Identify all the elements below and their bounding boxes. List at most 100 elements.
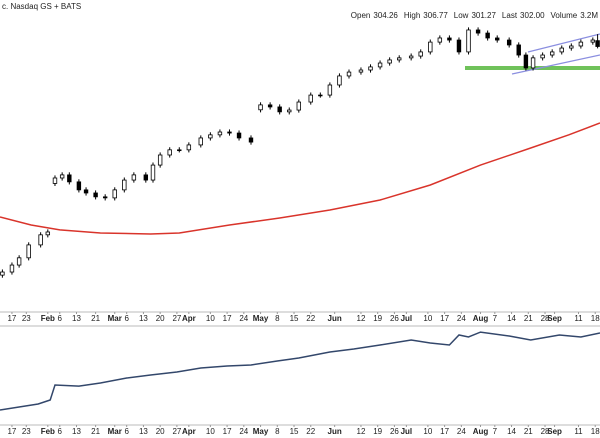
x-tick-label: May xyxy=(253,427,269,436)
x-tick-label: 11 xyxy=(574,314,583,323)
x-tick-label: 13 xyxy=(139,314,148,323)
candle-body xyxy=(530,57,536,69)
x-tick-label: 10 xyxy=(423,427,432,436)
candle-body xyxy=(287,109,292,113)
candle-body xyxy=(516,44,521,56)
candle-body xyxy=(595,40,600,47)
candle-body xyxy=(122,179,127,191)
candle-body xyxy=(45,231,51,236)
x-tick-label: 28 xyxy=(541,314,550,323)
header-label: Low xyxy=(454,11,469,20)
candle-body xyxy=(102,196,108,199)
candle-body xyxy=(327,84,333,96)
x-tick-label: 18 xyxy=(591,314,600,323)
candle-body xyxy=(559,47,564,53)
exchange-label: c. Nasdaq GS + BATS xyxy=(2,2,81,11)
x-tick-label: 21 xyxy=(91,427,100,436)
candle-body xyxy=(112,189,117,199)
candle-body xyxy=(208,134,213,139)
x-tick-label: 17 xyxy=(223,314,232,323)
x-tick-label: 17 xyxy=(440,314,449,323)
candle-body xyxy=(267,104,273,108)
candle-body xyxy=(466,29,471,53)
x-tick-label: 24 xyxy=(239,314,248,323)
x-tick-label: May xyxy=(253,314,269,323)
candle-body xyxy=(76,181,82,191)
candle-body xyxy=(475,29,481,34)
candle-body xyxy=(346,71,352,77)
candle-body xyxy=(26,244,31,259)
candle-body xyxy=(131,174,137,181)
x-tick-label: Jul xyxy=(401,427,413,436)
candle-body xyxy=(549,51,555,56)
x-tick-label: 17 xyxy=(223,427,232,436)
candle-body xyxy=(227,131,232,134)
x-tick-label: 7 xyxy=(493,314,498,323)
x-tick-label: 19 xyxy=(373,427,382,436)
candle-body xyxy=(67,174,72,183)
x-tick-label: 12 xyxy=(357,427,366,436)
candle-body xyxy=(578,41,584,47)
header-label: Last xyxy=(502,11,518,20)
x-tick-label: 6 xyxy=(58,314,63,323)
x-tick-label: Jul xyxy=(401,314,413,323)
x-tick-label: 13 xyxy=(72,427,81,436)
candle-body xyxy=(337,75,342,86)
candle-body xyxy=(408,55,414,59)
x-tick-label: 15 xyxy=(290,427,299,436)
candle-body xyxy=(236,132,242,139)
candle-body xyxy=(157,154,163,166)
x-tick-label: 21 xyxy=(91,314,100,323)
x-tick-label: 22 xyxy=(306,427,315,436)
candle-body xyxy=(308,94,313,103)
header-label: High xyxy=(404,11,420,20)
candle-body xyxy=(377,62,383,68)
x-tick-label: 24 xyxy=(457,427,466,436)
header-label: Open xyxy=(351,11,371,20)
x-tick-label: 14 xyxy=(507,314,516,323)
x-tick-label: 10 xyxy=(206,427,215,436)
x-tick-label: Mar xyxy=(108,427,122,436)
candle-body xyxy=(456,39,462,53)
candle-body xyxy=(358,69,364,73)
x-tick-label: 6 xyxy=(124,314,129,323)
x-tick-label: 15 xyxy=(290,314,299,323)
candle-body xyxy=(93,192,98,198)
candle-body xyxy=(296,101,302,111)
header-value: 306.77 xyxy=(423,11,448,20)
x-tick-label: 20 xyxy=(156,427,165,436)
candle-body xyxy=(277,106,282,113)
candle-body xyxy=(397,57,402,61)
x-tick-label: 17 xyxy=(7,314,16,323)
candle-body xyxy=(540,54,545,59)
candle-body xyxy=(523,54,529,69)
candle-body xyxy=(150,164,156,181)
candle-body xyxy=(167,149,172,156)
x-tick-label: 6 xyxy=(124,427,129,436)
x-tick-label: 11 xyxy=(574,427,583,436)
candle-body xyxy=(248,137,254,143)
candle-body xyxy=(590,39,596,43)
candle-body xyxy=(387,59,392,64)
header-value: 304.26 xyxy=(373,11,398,20)
x-tick-label: 20 xyxy=(156,314,165,323)
x-tick-label: Aug xyxy=(473,427,489,436)
x-tick-label: 13 xyxy=(72,314,81,323)
x-tick-label: 21 xyxy=(524,314,533,323)
x-tick-label: 14 xyxy=(507,427,516,436)
candle-body xyxy=(16,257,22,266)
header: c. Nasdaq GS + BATS xyxy=(2,2,81,11)
candle-body xyxy=(447,37,452,41)
moving-average-line xyxy=(0,122,600,235)
header-value: 3.2M xyxy=(580,11,598,20)
x-tick-label: 10 xyxy=(423,314,432,323)
header-value: 302.00 xyxy=(520,11,545,20)
candle-body xyxy=(143,174,149,181)
x-tick-label: 22 xyxy=(306,314,315,323)
candle-body xyxy=(485,32,490,39)
x-tick-label: Jun xyxy=(328,314,342,323)
x-tick-label: Sep xyxy=(547,427,562,436)
candle-body xyxy=(437,37,443,43)
candle-body xyxy=(198,137,203,146)
